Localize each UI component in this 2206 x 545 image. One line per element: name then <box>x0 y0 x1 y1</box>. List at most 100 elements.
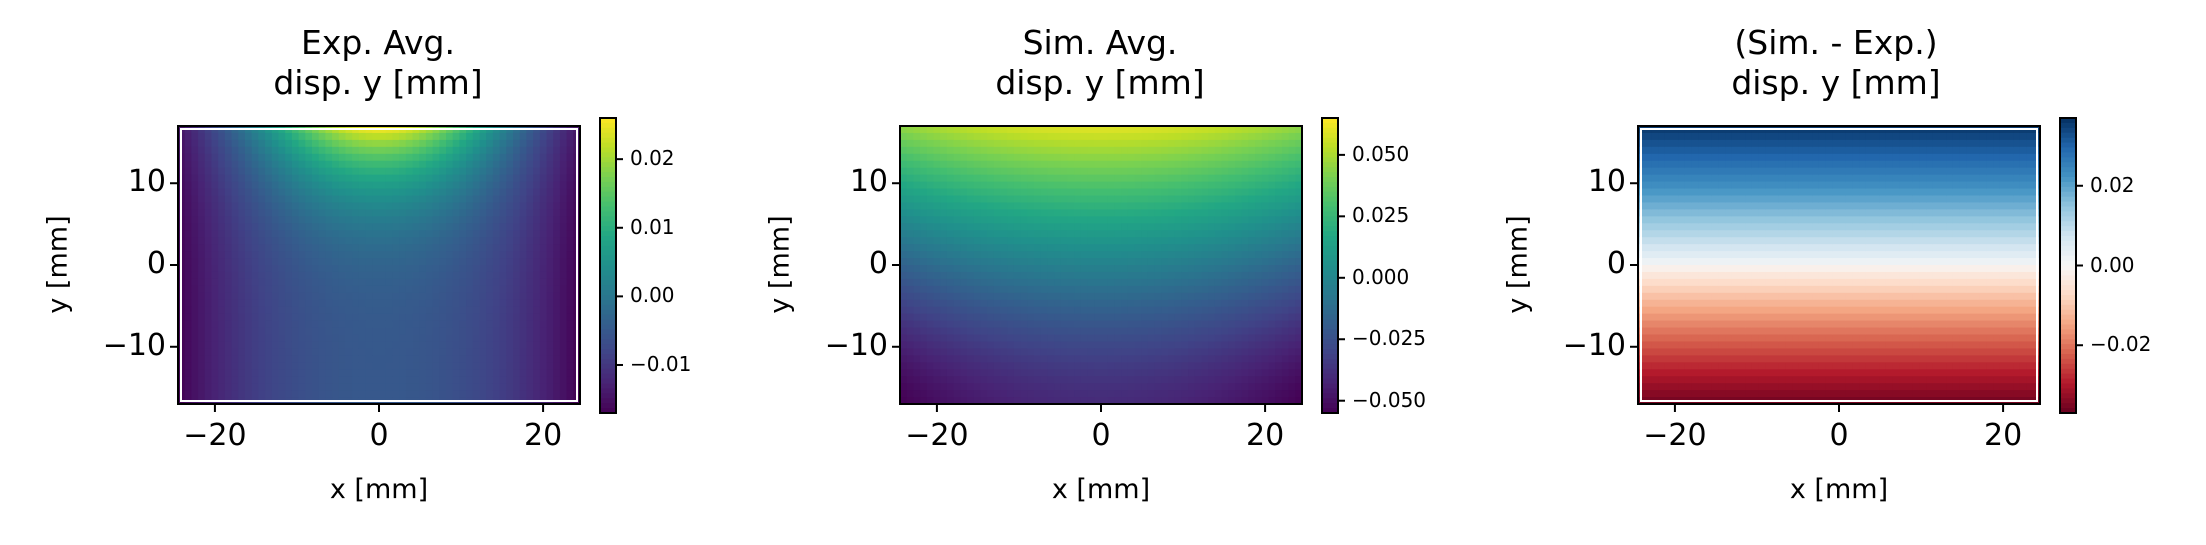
heatmap-cell <box>204 258 213 266</box>
heatmap-cell <box>953 271 961 280</box>
heatmap-cell <box>332 299 340 308</box>
heatmap-cell <box>980 230 988 238</box>
heatmap-cell <box>519 320 527 329</box>
heatmap-cell <box>278 223 286 231</box>
heatmap-cell <box>224 258 233 266</box>
heatmap-cell <box>345 153 353 162</box>
heatmap-cell <box>251 244 259 252</box>
heatmap-cell <box>973 285 981 294</box>
heatmap-cell <box>372 174 380 183</box>
heatmap-cell <box>439 327 447 336</box>
heatmap-cell <box>271 341 280 349</box>
heatmap-cell <box>513 362 521 370</box>
heatmap-cell <box>265 348 273 356</box>
heatmap-cell <box>204 216 213 224</box>
heatmap-cell <box>365 292 373 301</box>
heatmap-cell <box>993 285 1002 294</box>
heatmap-cell <box>419 299 427 308</box>
heatmap-cell <box>553 139 561 148</box>
heatmap-cell <box>385 258 393 266</box>
heatmap-cell <box>472 167 481 176</box>
heatmap-cell <box>238 334 246 343</box>
heatmap-cell <box>198 153 206 162</box>
heatmap-cell <box>933 327 941 336</box>
heatmap-cell <box>425 278 434 287</box>
heatmap-cell <box>472 327 481 336</box>
heatmap-cell <box>1013 202 1022 210</box>
colorbar-segment <box>600 270 616 276</box>
heatmap-cell <box>318 174 326 183</box>
heatmap-cell <box>204 146 213 155</box>
heatmap-cell <box>987 299 995 308</box>
colorbar-segment <box>600 260 616 267</box>
heatmap-cell <box>298 251 306 259</box>
heatmap-cell <box>546 334 554 343</box>
heatmap-cell <box>933 244 941 252</box>
heatmap-cell <box>439 278 447 287</box>
heatmap-cell <box>298 188 306 197</box>
heatmap-cell <box>472 181 481 190</box>
heatmap-cell <box>946 188 955 197</box>
heatmap-cell <box>940 132 948 141</box>
heatmap-cell <box>332 174 340 183</box>
heatmap-cell <box>906 126 914 134</box>
heatmap-cell <box>399 230 407 238</box>
heatmap-cell <box>466 195 474 204</box>
heatmap-cell <box>459 306 467 315</box>
heatmap-cell <box>251 230 259 238</box>
heatmap-cell <box>967 271 975 280</box>
heatmap-cell <box>953 278 961 287</box>
heatmap-cell <box>940 369 948 377</box>
heatmap-cell <box>211 285 219 294</box>
heatmap-cell <box>980 376 988 384</box>
heatmap-cell <box>546 362 554 370</box>
heatmap-cell <box>285 209 293 217</box>
heatmap-cell <box>913 230 921 238</box>
heatmap-cell <box>533 265 541 273</box>
heatmap-cell <box>479 195 487 204</box>
heatmap-cell <box>446 327 454 336</box>
heatmap-cell <box>318 195 326 204</box>
heatmap-cell <box>566 230 574 238</box>
colorbar-segment <box>600 295 616 301</box>
heatmap-cell <box>566 258 574 266</box>
heatmap-cell <box>379 362 387 370</box>
heatmap-cell <box>191 244 199 252</box>
heatmap-cell <box>372 341 380 349</box>
heatmap-cell <box>506 306 514 315</box>
heatmap-cell <box>526 223 534 231</box>
heatmap-cell <box>980 390 988 398</box>
heatmap-cell <box>379 230 387 238</box>
heatmap-cell <box>265 237 273 245</box>
heatmap-cell <box>513 132 521 141</box>
heatmap-cell <box>1013 181 1022 190</box>
heatmap-cell <box>1007 285 1015 294</box>
heatmap-cell <box>211 216 219 224</box>
heatmap-cell <box>539 348 548 356</box>
heatmap-cell <box>352 223 360 231</box>
heatmap-cell <box>191 334 199 343</box>
heatmap-cell <box>285 230 293 238</box>
heatmap-cell <box>419 265 427 273</box>
heatmap-cell <box>987 362 995 370</box>
heatmap-cell <box>184 223 192 231</box>
colorbar-segment <box>600 388 616 394</box>
heatmap-cell <box>365 320 373 329</box>
heatmap-cell <box>519 181 527 190</box>
heatmap-cell <box>452 271 460 280</box>
heatmap-cell <box>385 341 393 349</box>
heatmap-cell <box>946 383 955 391</box>
heatmap-cell <box>318 223 326 231</box>
heatmap-cell <box>191 299 199 308</box>
heatmap-cell <box>913 223 921 231</box>
heatmap-cell <box>271 160 280 169</box>
heatmap-cell <box>271 369 280 377</box>
heatmap-cell <box>553 376 561 384</box>
heatmap-cell <box>533 153 541 162</box>
heatmap-cell <box>265 320 273 329</box>
heatmap-cell <box>198 223 206 231</box>
heatmap-cell <box>513 292 521 301</box>
heatmap-cell <box>298 320 306 329</box>
heatmap-cell <box>285 223 293 231</box>
colorbar-segment <box>600 393 616 399</box>
